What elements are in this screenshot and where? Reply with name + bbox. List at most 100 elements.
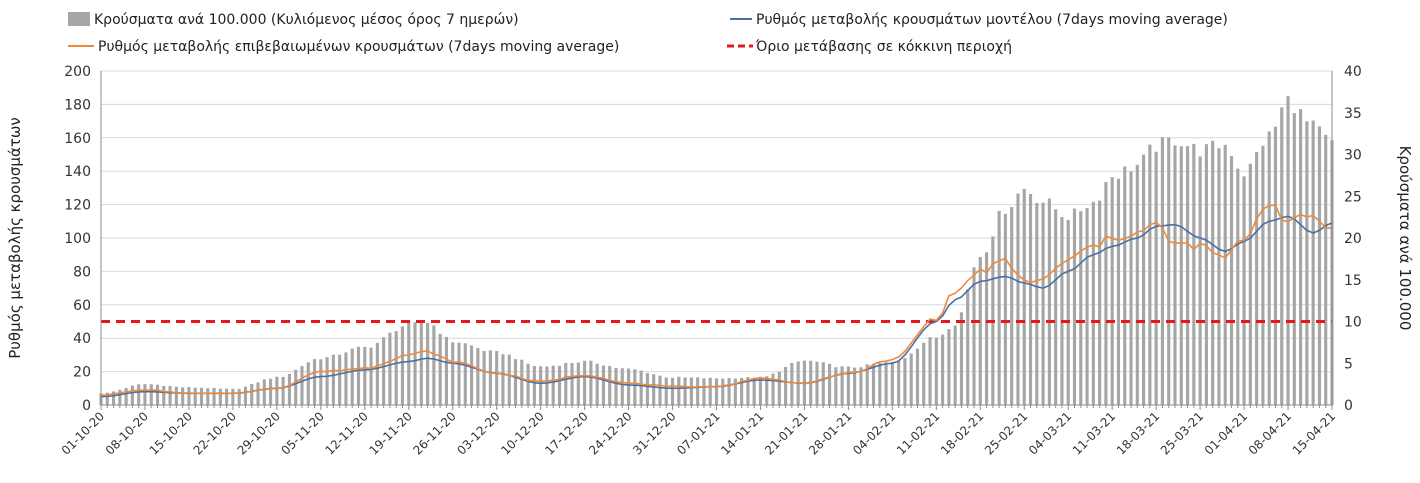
bar	[928, 337, 932, 405]
bar	[300, 366, 304, 405]
bar	[501, 354, 505, 405]
bar	[1255, 152, 1259, 405]
bar	[1016, 193, 1020, 405]
x-tick-label: 08-10-20	[103, 409, 151, 457]
bar	[488, 350, 492, 405]
bar	[821, 362, 825, 405]
x-tick-label: 11-03-21	[1070, 409, 1118, 457]
legend: Κρούσματα ανά 100.000 (Κυλιόμενος μέσος …	[68, 12, 1228, 55]
bar	[1223, 144, 1227, 405]
bar	[985, 252, 989, 405]
y-tick-left-label: 180	[64, 97, 91, 113]
bar	[947, 329, 951, 405]
bar	[1116, 178, 1121, 405]
bar	[1317, 126, 1322, 405]
x-tick-label: 04-02-21	[850, 409, 898, 457]
bar	[564, 362, 568, 405]
bar	[903, 358, 907, 405]
y-tick-left-label: 80	[73, 264, 91, 280]
bar	[482, 350, 486, 405]
bar	[457, 342, 461, 405]
x-tick-label: 14-01-21	[718, 409, 766, 457]
y-tick-left-label: 160	[64, 131, 91, 147]
bar	[250, 384, 254, 405]
bar	[407, 322, 411, 405]
bar	[1204, 144, 1208, 405]
bar	[1110, 177, 1114, 405]
bar	[1299, 109, 1303, 405]
x-tick-label: 18-03-21	[1114, 409, 1162, 457]
bar	[137, 384, 141, 405]
bar	[865, 364, 869, 405]
legend-swatch-bars	[68, 12, 90, 26]
bar	[570, 363, 574, 405]
model-line	[100, 215, 1333, 398]
y-axis-right-title: Κρούσματα ανά 100.000	[1396, 146, 1414, 331]
bar	[1022, 188, 1026, 405]
bar	[526, 363, 530, 405]
bar	[934, 337, 938, 405]
bar-series	[99, 96, 1334, 406]
line-series	[100, 204, 1333, 398]
bar	[1047, 198, 1051, 405]
x-tick-label: 01-04-21	[1202, 409, 1250, 457]
x-tick-label: 05-11-20	[279, 409, 327, 457]
bar	[614, 367, 618, 405]
y-axis-right-ticks: 0 5 10 15 20 25 30 35 40	[1344, 64, 1362, 414]
legend-label-confirmed: Ρυθμός μεταβολής επιβεβαιωμένων κρουσμάτ…	[98, 39, 619, 55]
bar	[1267, 131, 1271, 405]
bar	[633, 369, 637, 405]
bar	[451, 342, 455, 405]
bar	[1248, 163, 1252, 405]
bar	[620, 368, 624, 405]
gridlines	[101, 70, 1332, 373]
bar	[243, 386, 248, 405]
bar	[639, 370, 643, 405]
bar	[972, 267, 976, 405]
bar	[765, 376, 769, 405]
bar	[1142, 154, 1146, 405]
x-tick-label: 11-02-21	[894, 409, 942, 457]
bar	[149, 384, 153, 405]
bar	[1292, 113, 1296, 405]
y-tick-right-label: 10	[1344, 315, 1362, 331]
bar	[1129, 171, 1133, 405]
bar	[463, 343, 467, 405]
bar	[708, 377, 712, 405]
bar	[438, 333, 442, 405]
x-tick-label: 24-12-20	[586, 409, 634, 457]
x-tick-label: 18-02-21	[938, 409, 986, 457]
bar	[551, 365, 555, 405]
bar	[922, 342, 926, 405]
bar	[1010, 207, 1014, 405]
bar	[941, 334, 945, 405]
bar	[959, 312, 964, 405]
y-tick-right-label: 35	[1344, 106, 1362, 122]
bar	[105, 392, 109, 405]
bar	[601, 365, 606, 405]
bar	[1236, 168, 1240, 405]
bar	[834, 367, 838, 405]
bar	[771, 373, 775, 405]
bar	[130, 385, 134, 405]
bar	[394, 331, 398, 405]
bar	[1211, 140, 1215, 405]
bar	[539, 366, 543, 405]
y-tick-left-label: 40	[73, 331, 91, 347]
bar	[319, 359, 323, 405]
bar	[237, 388, 241, 405]
y-axis-left-ticks: 0 20 40 60 80 100 120 140 160 180 200	[64, 64, 91, 414]
bar	[495, 350, 499, 405]
x-tick-label: 15-10-20	[147, 409, 195, 457]
bar	[1185, 146, 1190, 405]
bar	[1123, 166, 1127, 405]
bar	[1079, 211, 1083, 405]
bar	[1324, 134, 1328, 406]
bar	[1273, 126, 1278, 405]
bar	[897, 360, 901, 405]
bar	[1192, 143, 1196, 406]
bar	[790, 362, 794, 405]
bar	[275, 376, 279, 405]
bar	[878, 362, 882, 405]
